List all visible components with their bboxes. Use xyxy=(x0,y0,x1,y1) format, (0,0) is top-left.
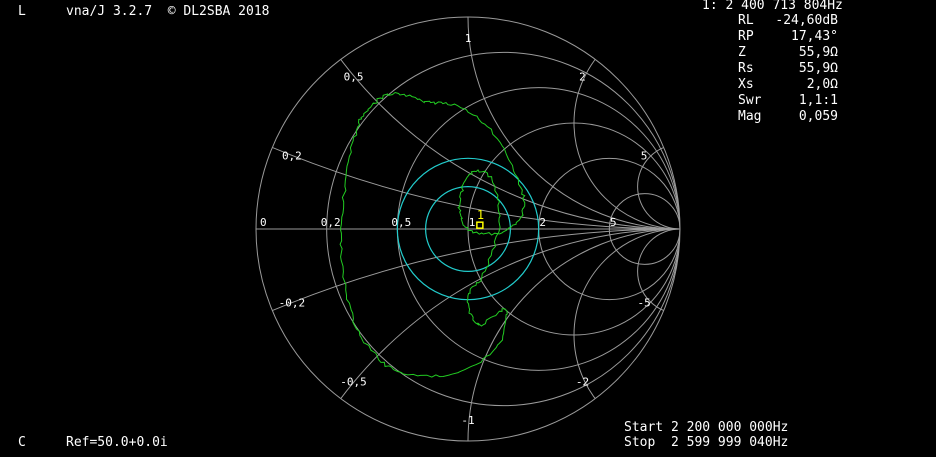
resistance-label: 0,2 xyxy=(321,216,341,229)
readout-label-rl: RL xyxy=(738,13,754,28)
reactance-label: -2 xyxy=(576,376,589,389)
readout-label-mag: Mag xyxy=(738,109,762,124)
reactance-label: -1 xyxy=(461,414,474,427)
readout-value-z: 55,9Ω xyxy=(798,45,838,60)
marker-1-symbol xyxy=(476,221,484,229)
mode-indicator-top: L xyxy=(18,4,26,19)
reactance-arc-2 xyxy=(573,17,680,230)
readout-label-rs: Rs xyxy=(738,61,754,76)
reactance-label: -0,5 xyxy=(340,376,367,389)
marker-frequency: 1: 2 400 713 804Hz xyxy=(702,0,843,13)
readout-label-xs: Xs xyxy=(738,77,754,92)
readout-value-rs: 55,9Ω xyxy=(798,61,838,76)
readout-value-mag: 0,059 xyxy=(798,109,838,124)
vswr-circle-1_5 xyxy=(425,186,512,273)
reactance-label: 2 xyxy=(579,70,586,83)
reactance-label: -5 xyxy=(637,296,650,309)
resistance-label: 0,5 xyxy=(391,216,411,229)
resistance-label: 2 xyxy=(539,216,546,229)
resistance-label: 5 xyxy=(610,216,617,229)
readout-value-rp: 17,43° xyxy=(791,29,838,44)
reactance-label: 0,5 xyxy=(344,70,364,83)
reactance-label: 5 xyxy=(641,150,648,163)
reactance-arc-neg-2 xyxy=(573,228,680,441)
reactance-label: 0,2 xyxy=(282,150,302,163)
readout-value-xs: 2,0Ω xyxy=(806,77,838,92)
reactance-arc-neg-0_5 xyxy=(256,228,680,441)
readout-label-z: Z xyxy=(738,45,746,60)
sweep-start: Start 2 200 000 000Hz xyxy=(624,420,789,435)
resistance-label: 0 xyxy=(260,216,267,229)
readout-label-swr: Swr xyxy=(738,93,762,108)
readout-label-rp: RP xyxy=(738,29,754,44)
resistance-label: 1 xyxy=(469,216,476,229)
reference-impedance: Ref=50.0+0.0i xyxy=(66,435,168,450)
app-title: vna/J 3.2.7 © DL2SBA 2018 xyxy=(66,4,270,19)
reactance-label: -0,2 xyxy=(279,296,306,309)
readout-value-swr: 1,1:1 xyxy=(798,93,838,108)
marker-1-label: 1 xyxy=(477,208,484,222)
measurement-trace xyxy=(339,91,526,378)
readout-value-rl: -24,60dB xyxy=(775,13,838,28)
sweep-stop: Stop 2 599 999 040Hz xyxy=(624,435,789,450)
mode-indicator-bottom: C xyxy=(18,435,26,450)
reactance-label: 1 xyxy=(465,32,472,45)
